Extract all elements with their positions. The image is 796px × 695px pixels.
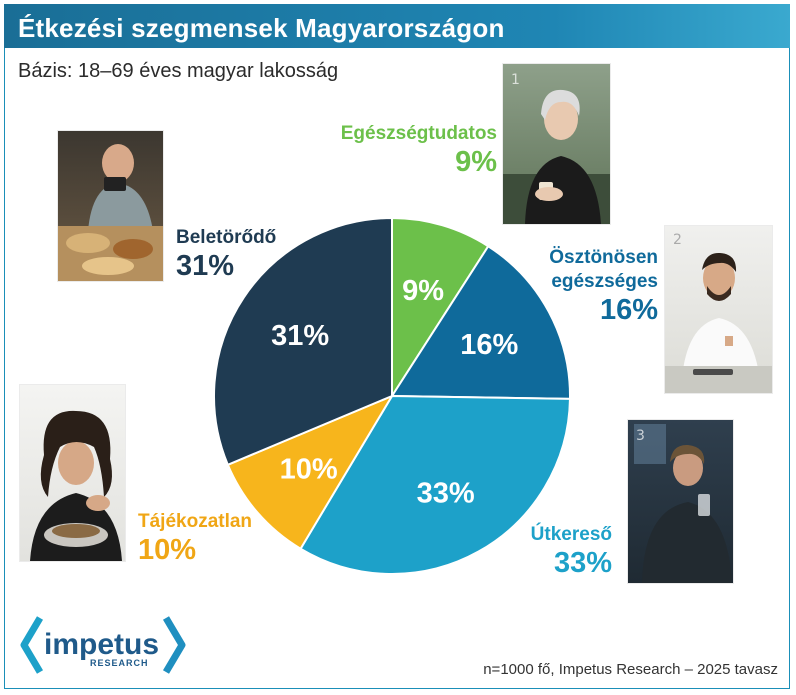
tired-woman-photo (20, 385, 125, 561)
pie-slice-labels: 9% 16% 33% 10% 31% (271, 275, 518, 509)
pie-slice-1 (390, 244, 571, 400)
label-percent: 10% (138, 533, 197, 566)
pie-slice-label-3: 10% (280, 453, 338, 485)
logo-subtitle: RESEARCH (90, 658, 149, 668)
pie-slice-3 (226, 393, 395, 551)
impetus-logo-mark: impetus RESEARCH (20, 616, 186, 674)
svg-text:2: 2 (673, 232, 682, 248)
label-tajekozatlan: Tájékozatlan 10% (138, 511, 298, 567)
smiling-man-illustration: 2 (665, 232, 772, 393)
pie-slice-label-0: 9% (402, 275, 444, 307)
svg-text:3: 3 (636, 428, 645, 444)
label-percent: 33% (553, 546, 612, 579)
label-percent: 9% (455, 145, 497, 178)
label-egeszsegtudatos: Egészségtudatos 9% (337, 123, 497, 179)
label-percent: 16% (599, 293, 658, 326)
pie-slice-0 (391, 216, 490, 400)
man-eating-photo (58, 131, 163, 281)
label-utkereso: Útkereső 33% (496, 524, 612, 580)
smiling-man-photo: 2 (665, 226, 772, 393)
pie-slice-label-1: 16% (460, 329, 518, 361)
logo-wordmark: impetus (44, 628, 159, 661)
chart-subtitle: Bázis: 18–69 éves magyar lakosság (18, 60, 339, 82)
pie-slices (213, 216, 571, 575)
label-name: Útkereső (530, 524, 612, 545)
label-name-line2: egészséges (551, 270, 658, 292)
man-eating-illustration (58, 144, 163, 281)
woman-coffee-illustration: 1 (503, 72, 610, 224)
woman-drinking-illustration: 3 (634, 424, 732, 583)
woman-coffee-photo: 1 (503, 64, 610, 224)
pie-slice-label-2: 33% (417, 477, 475, 509)
source-note: n=1000 fő, Impetus Research – 2025 tavas… (483, 661, 778, 678)
label-name: Egészségtudatos (340, 123, 497, 144)
pie-slice-label-4: 31% (271, 320, 329, 352)
label-name-line1: Ösztönösen (549, 247, 658, 268)
tired-woman-illustration (30, 410, 122, 561)
woman-drinking-photo: 3 (628, 420, 733, 583)
label-osztonosen-egeszseges: Ösztönösen egészséges 16% (530, 247, 658, 327)
pie-slice-2 (299, 394, 571, 575)
label-name: Tájékozatlan (138, 511, 253, 532)
chart-title: Étkezési szegmensek Magyarországon (18, 13, 505, 43)
title-bar: Étkezési szegmensek Magyarországon (4, 4, 790, 48)
label-beletorodo: Beletörődő 31% (176, 227, 316, 283)
label-percent: 31% (176, 249, 235, 282)
impetus-logo: impetus RESEARCH (18, 610, 188, 680)
pie-slice-4 (213, 216, 393, 467)
svg-text:1: 1 (511, 72, 520, 88)
label-name: Beletörődő (176, 227, 277, 248)
